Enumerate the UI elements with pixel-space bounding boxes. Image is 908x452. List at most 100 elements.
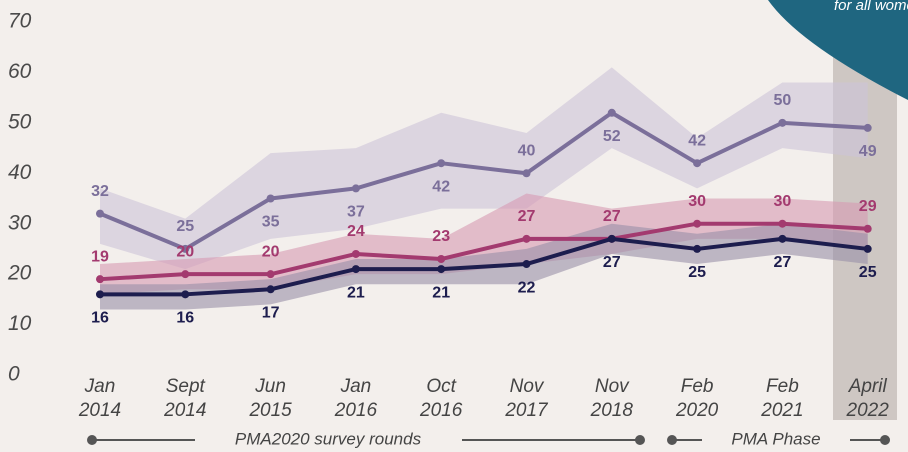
x-tick-label: Oct xyxy=(426,376,456,397)
point xyxy=(96,290,104,299)
data-label: 16 xyxy=(91,310,109,327)
series-line xyxy=(100,236,868,297)
point xyxy=(778,234,787,243)
point xyxy=(351,184,360,193)
point xyxy=(693,244,702,253)
data-label: 42 xyxy=(688,132,706,149)
point xyxy=(181,244,190,253)
point xyxy=(863,224,872,233)
point xyxy=(863,244,872,253)
x-tick-label: 2014 xyxy=(163,400,206,421)
point xyxy=(607,108,616,117)
point xyxy=(778,118,787,127)
data-label: 21 xyxy=(432,284,450,301)
x-tick-label: Feb xyxy=(766,376,799,397)
y-tick-label: 60 xyxy=(8,60,32,83)
x-tick-label: Nov xyxy=(510,376,545,397)
data-label: 22 xyxy=(518,279,536,296)
y-tick-label: 0 xyxy=(8,363,20,386)
point xyxy=(266,285,275,294)
y-tick-label: 40 xyxy=(8,161,32,184)
phase-dot xyxy=(880,435,890,445)
data-label: 21 xyxy=(347,284,365,301)
y-tick-label: 30 xyxy=(8,211,32,234)
x-tick-label: 2022 xyxy=(846,400,890,421)
point xyxy=(437,159,446,168)
x-tick-label: 2016 xyxy=(334,400,378,421)
point xyxy=(266,194,275,203)
x-tick-label: 2021 xyxy=(760,400,803,421)
series-line xyxy=(99,221,868,282)
y-tick-label: 50 xyxy=(8,110,32,133)
callout-shape xyxy=(768,0,908,100)
series-line xyxy=(99,110,868,251)
point xyxy=(522,260,531,269)
data-label: 52 xyxy=(603,128,621,145)
point xyxy=(351,249,360,258)
phase-lines xyxy=(87,435,890,445)
callout-text: for all wome xyxy=(834,0,908,14)
data-label: 24 xyxy=(347,223,365,240)
data-label: 25 xyxy=(688,264,706,281)
data-label: 19 xyxy=(91,248,109,265)
data-label: 50 xyxy=(774,92,792,109)
phase-dot xyxy=(635,435,645,445)
data-label: 30 xyxy=(774,193,792,210)
x-tick-label: 2014 xyxy=(78,400,121,421)
point xyxy=(437,255,446,264)
x-tick-label: 2016 xyxy=(419,400,463,421)
point xyxy=(437,265,446,274)
x-tick-label: Jan xyxy=(340,376,372,397)
data-label: 20 xyxy=(262,243,280,260)
y-tick-label: 10 xyxy=(8,312,32,335)
x-tick-label: 2015 xyxy=(248,400,292,421)
data-label: 25 xyxy=(176,218,194,235)
data-label: 27 xyxy=(603,254,621,271)
data-label: 29 xyxy=(859,198,877,215)
phase-dot xyxy=(667,435,677,445)
x-tick-label: Jan xyxy=(84,376,116,397)
y-tick-label: 70 xyxy=(8,10,32,33)
data-label: 27 xyxy=(603,208,621,225)
point xyxy=(181,270,190,279)
data-label: 16 xyxy=(176,310,194,327)
data-label: 32 xyxy=(91,183,109,200)
point xyxy=(607,234,616,243)
point xyxy=(778,219,787,228)
data-label: 17 xyxy=(262,304,280,321)
point xyxy=(693,159,702,168)
x-tick-label: 2020 xyxy=(675,400,719,421)
phase-dot xyxy=(87,435,97,445)
data-label: 35 xyxy=(262,214,280,231)
data-label: 37 xyxy=(347,204,365,221)
data-label: 49 xyxy=(859,143,877,160)
data-label: 40 xyxy=(518,143,536,160)
y-tick-label: 20 xyxy=(7,262,32,285)
x-tick-label: Jun xyxy=(254,376,286,397)
annotation: PMA2020 survey rounds xyxy=(235,429,422,448)
point xyxy=(522,234,531,243)
x-tick-label: Nov xyxy=(595,376,630,397)
x-tick-label: 2017 xyxy=(504,400,549,421)
point xyxy=(351,265,360,274)
point xyxy=(181,290,190,299)
data-label: 20 xyxy=(176,243,194,260)
x-tick-label: April xyxy=(848,376,888,397)
data-label: 23 xyxy=(432,228,450,245)
x-tick-label: 2018 xyxy=(590,400,634,421)
point xyxy=(863,123,872,132)
data-label: 25 xyxy=(859,264,877,281)
annotation: PMA Phase xyxy=(731,429,820,448)
point xyxy=(522,169,531,178)
data-label: 30 xyxy=(688,193,706,210)
point xyxy=(693,219,702,228)
point xyxy=(96,275,104,284)
data-label: 27 xyxy=(774,254,792,271)
data-label: 42 xyxy=(432,178,450,195)
data-label: 27 xyxy=(518,208,536,225)
point xyxy=(266,270,275,279)
x-tick-label: Sept xyxy=(166,376,206,397)
point xyxy=(96,209,104,218)
x-tick-label: Feb xyxy=(681,376,714,397)
